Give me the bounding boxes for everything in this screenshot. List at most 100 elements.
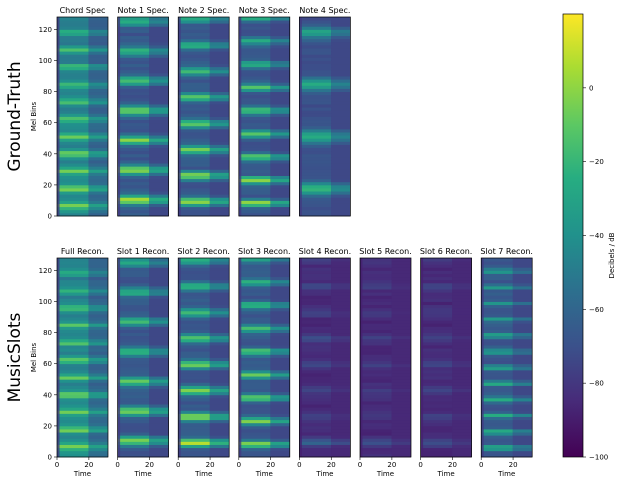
spectrogram-band-tail bbox=[149, 401, 169, 405]
spectrogram-band-tail bbox=[88, 304, 108, 309]
colorbar-tick-label: −20 bbox=[589, 158, 604, 166]
spectrogram-band-tail bbox=[270, 38, 290, 43]
spectrogram-band bbox=[117, 29, 150, 33]
spectrogram-band bbox=[420, 323, 453, 327]
spectrogram-band-tail bbox=[331, 135, 351, 139]
spectrogram-band bbox=[360, 360, 392, 365]
spectrogram-band bbox=[360, 413, 392, 417]
spectrogram-band-tail bbox=[391, 404, 411, 408]
spectrogram-band-tail bbox=[331, 94, 351, 99]
y-tick-label: 40 bbox=[43, 391, 52, 399]
spectrogram-band-tail bbox=[149, 345, 169, 349]
spectrogram-band-tail bbox=[452, 292, 472, 296]
spectrogram-band bbox=[178, 425, 210, 430]
spectrogram-band bbox=[238, 194, 271, 198]
spectrogram-band-tail bbox=[270, 119, 290, 124]
spectrogram-band bbox=[360, 429, 392, 433]
spectrogram-band-tail bbox=[88, 369, 108, 374]
spectrogram-band bbox=[238, 184, 271, 189]
spectrogram-band-tail bbox=[88, 97, 108, 102]
spectrogram-band bbox=[299, 175, 332, 180]
spectrogram-band-tail bbox=[88, 206, 108, 211]
spectrogram-band-tail bbox=[391, 450, 411, 455]
panel-frame bbox=[56, 257, 109, 458]
spectrogram-band-tail bbox=[209, 338, 230, 343]
spectrogram-band-tail bbox=[209, 166, 230, 170]
spectrogram-band-tail bbox=[88, 323, 108, 327]
spectrogram-band-tail bbox=[149, 66, 169, 71]
spectrogram-band-tail bbox=[209, 320, 230, 324]
spectrogram-band bbox=[57, 422, 89, 427]
spectrogram-band-tail bbox=[391, 348, 411, 352]
spectrogram-band-tail bbox=[452, 444, 472, 449]
spectrogram-band-tail bbox=[88, 125, 108, 130]
spectrogram-band-tail bbox=[209, 66, 230, 71]
spectrogram-band bbox=[360, 351, 392, 355]
spectrogram-band bbox=[481, 317, 513, 321]
spectrogram-band-tail bbox=[512, 404, 533, 408]
spectrogram-band-tail bbox=[149, 97, 169, 102]
spectrogram-band-tail bbox=[512, 345, 533, 349]
spectrogram-band-tail bbox=[452, 410, 472, 414]
spectrogram-band-tail bbox=[88, 310, 108, 315]
spectrogram-band-tail bbox=[391, 401, 411, 405]
spectrogram-band-tail bbox=[209, 169, 230, 173]
spectrogram-band bbox=[117, 258, 150, 262]
spectrogram-band-tail bbox=[452, 323, 472, 327]
spectrogram-band bbox=[178, 166, 210, 170]
spectrogram-band bbox=[238, 100, 271, 105]
spectrogram-band bbox=[178, 128, 210, 133]
spectrogram-band bbox=[178, 44, 210, 49]
spectrogram-band-tail bbox=[149, 351, 169, 355]
spectrogram-band-tail bbox=[149, 453, 169, 458]
spectrogram-band bbox=[360, 279, 392, 284]
spectrogram-band-tail bbox=[209, 285, 230, 290]
spectrogram-band-tail bbox=[452, 261, 472, 265]
spectrogram-band-tail bbox=[88, 276, 108, 281]
spectrogram-band-tail bbox=[512, 413, 533, 417]
spectrogram-band bbox=[178, 54, 210, 58]
spectrogram-band bbox=[481, 348, 513, 352]
spectrogram-band bbox=[57, 382, 89, 386]
spectrogram-band-tail bbox=[149, 128, 169, 133]
spectrogram-band bbox=[57, 147, 89, 152]
spectrogram-band-tail bbox=[512, 282, 533, 287]
spectrogram-band-tail bbox=[270, 153, 290, 158]
spectrogram-band-tail bbox=[149, 313, 169, 318]
spectrogram-band bbox=[117, 323, 150, 327]
spectrogram-band-tail bbox=[209, 422, 230, 427]
spectrogram-band bbox=[238, 107, 271, 111]
spectrogram-band-tail bbox=[149, 310, 169, 315]
panel-frame bbox=[117, 16, 169, 217]
spectrogram-band bbox=[299, 338, 332, 343]
spectrogram-band-tail bbox=[209, 332, 230, 337]
spectrogram-band-tail bbox=[331, 63, 351, 68]
spectrogram-band-tail bbox=[209, 60, 230, 65]
spectrogram-band bbox=[178, 79, 210, 83]
spectrogram-band bbox=[360, 435, 392, 439]
spectrogram-band bbox=[57, 366, 89, 371]
spectrogram-band-tail bbox=[88, 200, 108, 204]
spectrogram-band bbox=[178, 338, 210, 343]
spectrogram-band bbox=[117, 264, 150, 268]
spectrogram-band bbox=[178, 345, 210, 349]
y-tick-label: 120 bbox=[39, 26, 52, 34]
spectrogram-band-tail bbox=[209, 366, 230, 371]
onset-strip bbox=[238, 258, 242, 457]
spectrogram-band-tail bbox=[209, 203, 230, 208]
spectrogram-band-tail bbox=[149, 429, 169, 433]
spectrogram-band-tail bbox=[209, 270, 230, 274]
spectrogram-band bbox=[178, 307, 210, 312]
spectrogram-band-tail bbox=[209, 135, 230, 139]
spectrogram-band bbox=[360, 441, 392, 445]
spectrogram-band-tail bbox=[88, 385, 108, 389]
panel-title: Slot 7 Recon. bbox=[480, 247, 533, 256]
spectrogram-band-tail bbox=[331, 128, 351, 133]
spectrogram-band bbox=[117, 279, 150, 284]
spectrogram-band-tail bbox=[512, 382, 533, 386]
spectrogram-band bbox=[299, 116, 332, 121]
spectrogram-band-tail bbox=[391, 264, 411, 268]
spectrogram-band bbox=[299, 441, 332, 445]
spectrogram-band-tail bbox=[270, 132, 290, 136]
